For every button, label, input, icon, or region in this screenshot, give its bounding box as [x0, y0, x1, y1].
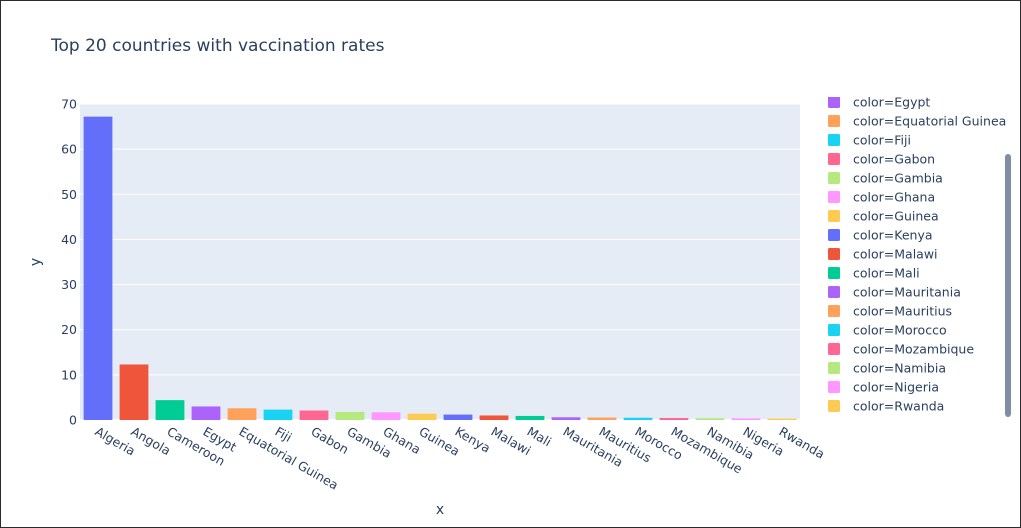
legend-swatch[interactable]	[828, 267, 840, 279]
x-tick-label: Rwanda	[777, 424, 828, 462]
y-tick-label: 40	[61, 232, 77, 247]
legend: color=Egypt color=Equatorial Guinea color=…	[828, 95, 1006, 414]
y-tick-label: 60	[61, 142, 77, 157]
legend-label[interactable]: color=Egypt	[853, 95, 930, 110]
legend-swatch[interactable]	[828, 305, 840, 317]
x-tick-label: Malawi	[489, 424, 534, 459]
y-tick-label: 10	[61, 367, 77, 382]
legend-label[interactable]: color=Mauritania	[853, 285, 961, 300]
bar-gambia	[335, 411, 365, 420]
chart-title: Top 20 countries with vaccination rates	[50, 36, 385, 56]
legend-swatch[interactable]	[828, 172, 840, 184]
x-tick-label: Gabon	[309, 424, 352, 457]
bar-malawi	[479, 415, 509, 420]
x-tick-label: Fiji	[273, 424, 295, 445]
legend-swatch[interactable]	[828, 210, 840, 222]
legend-label[interactable]: color=Ghana	[853, 190, 935, 205]
bar-mali	[515, 415, 545, 420]
bar-namibia	[695, 418, 725, 420]
legend-swatch[interactable]	[828, 381, 840, 393]
bar-equatorial-guinea	[227, 408, 257, 420]
legend-label[interactable]: color=Malawi	[853, 247, 938, 262]
legend-label[interactable]: color=Mali	[853, 266, 920, 281]
x-tick-label: Angola	[129, 424, 174, 459]
bar-angola	[119, 364, 149, 420]
plot-background	[80, 104, 800, 420]
bar-morocco	[623, 417, 653, 420]
x-tick-label: Algeria	[93, 424, 139, 459]
bar-mauritania	[551, 417, 581, 420]
legend-label[interactable]: color=Rwanda	[853, 399, 944, 414]
legend-label[interactable]: color=Gambia	[853, 171, 943, 186]
bar-gabon	[299, 410, 329, 420]
y-tick-label: 30	[61, 277, 77, 292]
bar-egypt	[191, 406, 221, 420]
bar-ghana	[371, 412, 401, 420]
bar-rwanda	[767, 418, 797, 420]
y-tick-label: 20	[61, 322, 77, 337]
legend-swatch[interactable]	[828, 115, 840, 127]
y-tick-label: 50	[61, 187, 77, 202]
y-tick-label: 0	[69, 413, 77, 428]
legend-scrollbar-thumb[interactable]	[1005, 154, 1011, 417]
legend-label[interactable]: color=Namibia	[853, 361, 946, 376]
legend-label[interactable]: color=Gabon	[853, 152, 935, 167]
legend-swatch[interactable]	[828, 324, 840, 336]
legend-label[interactable]: color=Mauritius	[853, 304, 952, 319]
bar-algeria	[83, 116, 113, 420]
legend-swatch[interactable]	[828, 191, 840, 203]
legend-swatch[interactable]	[828, 343, 840, 355]
legend-swatch[interactable]	[828, 96, 840, 108]
bar-fiji	[263, 409, 293, 420]
legend-swatch[interactable]	[828, 400, 840, 412]
bar-mozambique	[659, 417, 689, 420]
legend-label[interactable]: color=Kenya	[853, 228, 933, 243]
legend-label[interactable]: color=Fiji	[853, 133, 911, 148]
legend-label[interactable]: color=Mozambique	[853, 342, 974, 357]
bar-kenya	[443, 414, 473, 420]
bar-mauritius	[587, 417, 617, 420]
x-axis-title: x	[436, 502, 444, 518]
legend-label[interactable]: color=Guinea	[853, 209, 939, 224]
legend-label[interactable]: color=Nigeria	[853, 380, 939, 395]
legend-swatch[interactable]	[828, 286, 840, 298]
legend-swatch[interactable]	[828, 248, 840, 260]
bar-guinea	[407, 413, 437, 420]
bar-nigeria	[731, 418, 761, 420]
legend-swatch[interactable]	[828, 362, 840, 374]
y-tick-label: 70	[61, 97, 77, 112]
legend-swatch[interactable]	[828, 134, 840, 146]
legend-label[interactable]: color=Morocco	[853, 323, 947, 338]
x-tick-label: Guinea	[417, 424, 463, 459]
bar-cameroon	[155, 400, 185, 420]
legend-swatch[interactable]	[828, 153, 840, 165]
legend-label[interactable]: color=Equatorial Guinea	[853, 114, 1006, 129]
legend-swatch[interactable]	[828, 229, 840, 241]
y-axis-title: y	[28, 258, 44, 266]
